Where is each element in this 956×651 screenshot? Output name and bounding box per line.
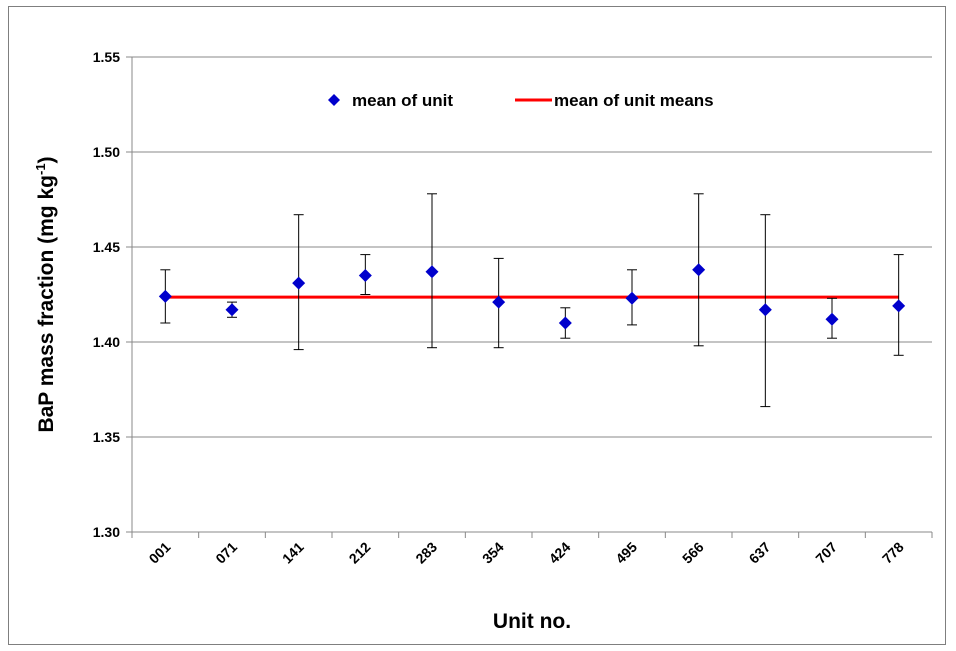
- x-tick-label-637: 637: [746, 539, 774, 567]
- y-axis-title-main: BaP mass fraction (mg kg: [35, 175, 58, 433]
- legend: mean of unit mean of unit means: [328, 91, 714, 110]
- y-tick-label-1.45: 1.45: [93, 239, 120, 255]
- x-tick-label-141: 141: [279, 539, 307, 567]
- x-tick-label-424: 424: [546, 539, 574, 567]
- point-778: [892, 299, 906, 313]
- point-141: [292, 276, 306, 290]
- legend-label-mean-of-unit: mean of unit: [352, 91, 453, 110]
- grid-lines: [132, 56, 932, 438]
- point-707: [825, 312, 839, 326]
- x-tick-label-001: 001: [146, 539, 174, 567]
- axes: [126, 56, 933, 538]
- y-axis-title-superscript: -1: [33, 163, 48, 175]
- point-495: [625, 291, 639, 305]
- x-tick-label-707: 707: [812, 539, 840, 567]
- y-tick-labels: 1.30 1.35 1.40 1.45 1.50 1.55: [93, 49, 120, 540]
- x-tick-label-566: 566: [679, 539, 707, 567]
- y-tick-label-1.35: 1.35: [93, 429, 120, 445]
- point-637: [758, 303, 772, 317]
- unit-mean-points: [158, 263, 906, 330]
- y-tick-label-1.55: 1.55: [93, 49, 120, 65]
- x-tick-label-071: 071: [212, 539, 240, 567]
- y-axis-title-tail: ): [35, 156, 58, 163]
- y-tick-label-1.50: 1.50: [93, 144, 120, 160]
- point-212: [358, 269, 372, 282]
- x-tick-label-212: 212: [346, 539, 374, 567]
- point-354: [492, 295, 506, 309]
- point-071: [225, 303, 239, 317]
- legend-label-mean-of-unit-means: mean of unit means: [554, 91, 714, 110]
- x-tick-label-283: 283: [412, 539, 440, 567]
- x-tick-label-354: 354: [479, 539, 507, 567]
- chart-frame: [8, 6, 946, 645]
- legend-marker-mean-of-unit: [328, 94, 340, 106]
- x-tick-labels: 001 071 141 212 283 354 424 495 566 637 707 778: [146, 539, 907, 567]
- y-axis-title: BaP mass fraction (mg kg-1): [33, 156, 58, 432]
- x-axis-title: Unit no.: [493, 610, 571, 633]
- point-001: [158, 289, 172, 303]
- x-tick-label-495: 495: [612, 539, 640, 567]
- x-tick-label-778: 778: [879, 539, 907, 567]
- point-283: [425, 265, 439, 279]
- point-424: [558, 316, 572, 330]
- point-566: [692, 263, 706, 277]
- error-bars: [160, 193, 904, 408]
- y-tick-label-1.30: 1.30: [93, 524, 120, 540]
- y-tick-label-1.40: 1.40: [93, 334, 120, 350]
